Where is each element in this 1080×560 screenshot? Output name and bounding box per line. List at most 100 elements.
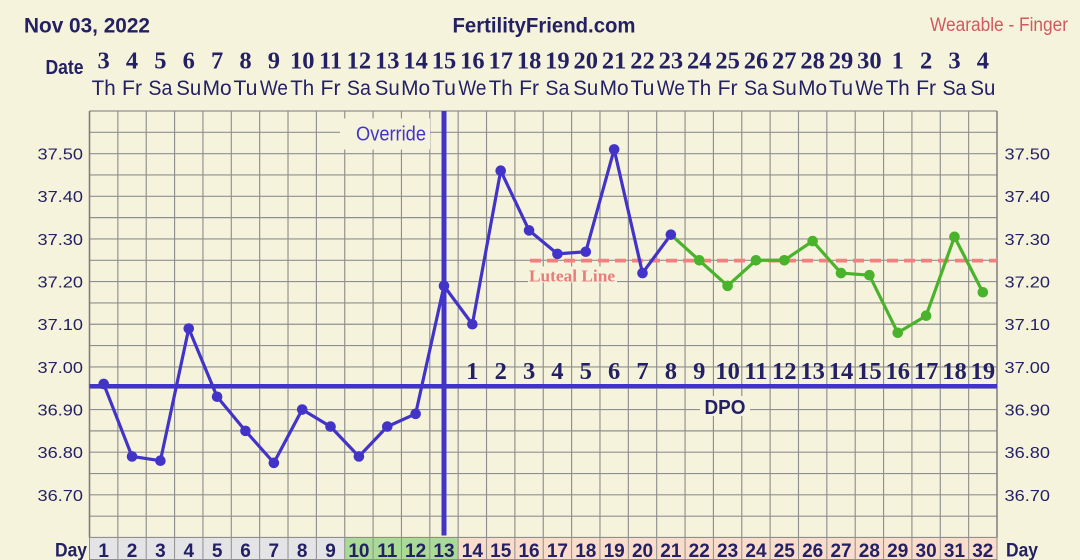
svg-text:12: 12 xyxy=(347,47,372,74)
svg-text:8: 8 xyxy=(297,541,308,560)
svg-text:16: 16 xyxy=(885,358,910,385)
svg-text:37.10: 37.10 xyxy=(38,317,84,334)
svg-text:11: 11 xyxy=(319,47,342,74)
svg-text:23: 23 xyxy=(717,541,738,560)
svg-text:We: We xyxy=(458,76,486,100)
svg-text:24: 24 xyxy=(745,541,767,560)
svg-text:37.50: 37.50 xyxy=(1005,147,1051,164)
svg-text:15: 15 xyxy=(490,541,512,560)
svg-text:21: 21 xyxy=(660,541,682,560)
svg-text:6: 6 xyxy=(183,47,195,74)
svg-text:7: 7 xyxy=(636,358,648,385)
svg-text:1: 1 xyxy=(466,358,478,385)
svg-text:36.80: 36.80 xyxy=(38,445,84,462)
svg-text:Su: Su xyxy=(176,76,201,100)
svg-text:36.70: 36.70 xyxy=(38,488,84,505)
svg-text:26: 26 xyxy=(802,541,823,560)
svg-text:16: 16 xyxy=(518,541,539,560)
svg-text:37.50: 37.50 xyxy=(38,147,84,164)
svg-text:15: 15 xyxy=(432,47,457,74)
svg-text:7: 7 xyxy=(211,47,223,74)
svg-text:Fr: Fr xyxy=(519,76,539,100)
svg-text:Su: Su xyxy=(970,76,995,100)
svg-text:14: 14 xyxy=(462,541,484,560)
svg-text:31: 31 xyxy=(944,541,966,560)
svg-text:Sa: Sa xyxy=(744,76,768,100)
svg-text:4: 4 xyxy=(977,47,989,74)
svg-text:29: 29 xyxy=(829,47,854,74)
svg-text:20: 20 xyxy=(632,541,653,560)
svg-text:3: 3 xyxy=(948,47,960,74)
svg-text:Th: Th xyxy=(687,76,711,100)
svg-text:Nov 03, 2022: Nov 03, 2022 xyxy=(24,15,150,38)
svg-text:Date: Date xyxy=(46,56,84,79)
svg-text:Mo: Mo xyxy=(203,76,232,100)
svg-text:6: 6 xyxy=(608,358,620,385)
svg-text:28: 28 xyxy=(859,541,880,560)
svg-text:Sa: Sa xyxy=(942,76,966,100)
svg-text:22: 22 xyxy=(689,541,710,560)
svg-text:Su: Su xyxy=(772,76,797,100)
svg-text:Mo: Mo xyxy=(401,76,430,100)
svg-text:13: 13 xyxy=(375,47,400,74)
svg-text:11: 11 xyxy=(744,358,767,385)
svg-text:Luteal Line: Luteal Line xyxy=(529,267,615,286)
svg-text:36.90: 36.90 xyxy=(1005,402,1051,419)
svg-text:Override: Override xyxy=(356,124,426,146)
svg-text:19: 19 xyxy=(604,541,625,560)
svg-text:36.70: 36.70 xyxy=(1005,488,1051,505)
svg-text:5: 5 xyxy=(212,541,223,560)
svg-text:23: 23 xyxy=(659,47,684,74)
svg-text:12: 12 xyxy=(405,541,426,560)
svg-text:21: 21 xyxy=(602,47,627,74)
svg-text:9: 9 xyxy=(325,541,336,560)
svg-text:22: 22 xyxy=(630,47,655,74)
svg-text:Tu: Tu xyxy=(432,76,456,100)
svg-text:6: 6 xyxy=(240,541,251,560)
svg-text:3: 3 xyxy=(523,358,535,385)
svg-text:5: 5 xyxy=(580,358,592,385)
svg-text:We: We xyxy=(260,76,288,100)
svg-text:Sa: Sa xyxy=(545,76,569,100)
svg-text:25: 25 xyxy=(774,541,796,560)
svg-text:We: We xyxy=(855,76,883,100)
svg-text:29: 29 xyxy=(887,541,908,560)
svg-text:32: 32 xyxy=(972,541,993,560)
svg-text:Sa: Sa xyxy=(347,76,371,100)
svg-text:5: 5 xyxy=(154,47,166,74)
svg-text:Tu: Tu xyxy=(829,76,853,100)
svg-text:37.40: 37.40 xyxy=(38,189,84,206)
svg-text:Mo: Mo xyxy=(600,76,629,100)
svg-text:We: We xyxy=(657,76,685,100)
svg-text:9: 9 xyxy=(693,358,705,385)
svg-text:19: 19 xyxy=(971,358,996,385)
svg-text:3: 3 xyxy=(98,47,110,74)
svg-text:Su: Su xyxy=(573,76,598,100)
svg-text:37.20: 37.20 xyxy=(38,275,84,292)
svg-text:37.20: 37.20 xyxy=(1005,275,1051,292)
svg-text:Fr: Fr xyxy=(718,76,738,100)
svg-text:25: 25 xyxy=(715,47,740,74)
svg-text:10: 10 xyxy=(348,541,369,560)
svg-text:10: 10 xyxy=(715,358,740,385)
svg-text:13: 13 xyxy=(433,541,454,560)
svg-text:14: 14 xyxy=(829,358,854,385)
svg-text:Tu: Tu xyxy=(631,76,655,100)
svg-text:Th: Th xyxy=(489,76,513,100)
svg-text:17: 17 xyxy=(914,358,939,385)
svg-text:3: 3 xyxy=(155,541,166,560)
svg-text:19: 19 xyxy=(545,47,570,74)
svg-text:Tu: Tu xyxy=(233,76,257,100)
svg-text:Th: Th xyxy=(886,76,910,100)
svg-text:Fr: Fr xyxy=(122,76,142,100)
svg-text:2: 2 xyxy=(920,47,932,74)
svg-text:27: 27 xyxy=(830,541,851,560)
svg-text:20: 20 xyxy=(574,47,599,74)
svg-text:1: 1 xyxy=(98,541,109,560)
svg-text:26: 26 xyxy=(744,47,769,74)
svg-text:37.10: 37.10 xyxy=(1005,317,1051,334)
svg-text:1: 1 xyxy=(892,47,904,74)
svg-text:37.00: 37.00 xyxy=(1005,360,1051,377)
svg-text:10: 10 xyxy=(290,47,315,74)
svg-text:11: 11 xyxy=(377,541,398,560)
